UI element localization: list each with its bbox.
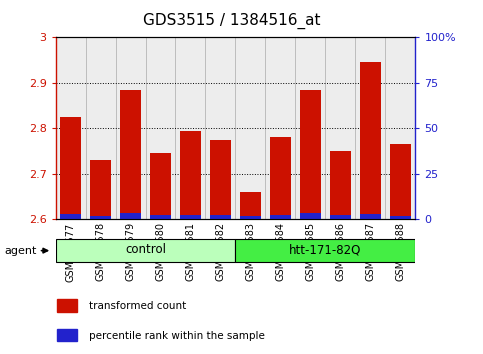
Text: transformed count: transformed count xyxy=(89,301,186,311)
Bar xyxy=(85,37,115,219)
Bar xyxy=(90,160,111,219)
Bar xyxy=(57,329,77,341)
Bar xyxy=(270,137,291,219)
Bar xyxy=(205,37,236,219)
Bar xyxy=(115,37,145,219)
Bar xyxy=(296,37,326,219)
Text: control: control xyxy=(125,244,166,256)
Bar xyxy=(360,214,381,219)
Bar xyxy=(90,216,111,219)
Bar xyxy=(326,37,355,219)
Bar xyxy=(385,37,415,219)
Bar xyxy=(330,215,351,219)
Bar xyxy=(150,215,171,219)
Bar xyxy=(180,131,201,219)
Bar xyxy=(60,117,81,219)
Bar xyxy=(57,299,77,312)
Bar xyxy=(175,37,205,219)
Bar xyxy=(270,215,291,219)
Bar xyxy=(120,213,141,219)
Bar xyxy=(236,37,266,219)
Bar xyxy=(240,192,261,219)
Bar xyxy=(360,62,381,219)
Bar xyxy=(145,37,175,219)
Bar xyxy=(355,37,385,219)
Text: GDS3515 / 1384516_at: GDS3515 / 1384516_at xyxy=(143,12,321,29)
Bar xyxy=(300,213,321,219)
Text: htt-171-82Q: htt-171-82Q xyxy=(289,244,362,256)
Text: percentile rank within the sample: percentile rank within the sample xyxy=(89,331,265,341)
Bar xyxy=(330,151,351,219)
Bar xyxy=(390,144,411,219)
FancyBboxPatch shape xyxy=(236,239,415,262)
Bar xyxy=(300,90,321,219)
Bar xyxy=(180,215,201,219)
Bar xyxy=(240,216,261,219)
Bar xyxy=(120,90,141,219)
Bar xyxy=(150,153,171,219)
FancyBboxPatch shape xyxy=(56,239,236,262)
Bar xyxy=(56,37,85,219)
Bar xyxy=(266,37,296,219)
Text: agent: agent xyxy=(5,246,37,256)
Bar xyxy=(60,214,81,219)
Bar xyxy=(210,215,231,219)
Bar xyxy=(210,140,231,219)
Bar xyxy=(390,216,411,219)
